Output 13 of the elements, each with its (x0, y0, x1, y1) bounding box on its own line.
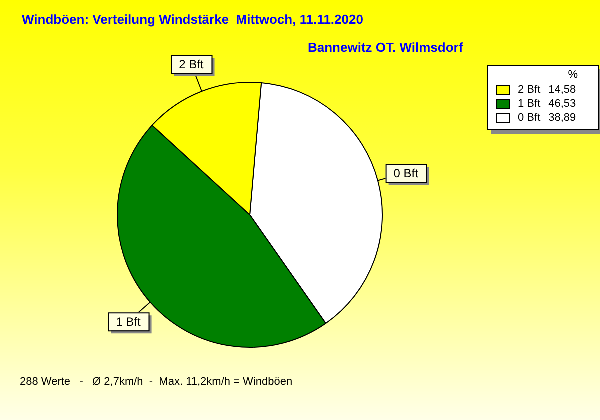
slice-label: 0 Bft (394, 166, 420, 180)
legend-label: 0 Bft (518, 112, 541, 124)
chart-subtitle: Bannewitz OT. Wilmsdorf (308, 40, 464, 55)
legend-label: 2 Bft (518, 84, 541, 96)
data-label: 14,58 (548, 84, 576, 96)
data-label: 46,53 (548, 98, 576, 110)
slice-label: 2 Bft (179, 58, 204, 72)
legend-label: 1 Bft (518, 98, 541, 110)
chart-title: Windböen: Verteilung Windstärke Mittwoch, 11.11.2020 (22, 12, 364, 27)
slice-label: 1 Bft (116, 314, 142, 329)
text: 288 Werte - Ø 2,7km/h - Max. 11,2km/h = Windböen (20, 376, 293, 388)
data-label: 38,89 (548, 112, 576, 124)
legend-title: % (567, 69, 579, 81)
